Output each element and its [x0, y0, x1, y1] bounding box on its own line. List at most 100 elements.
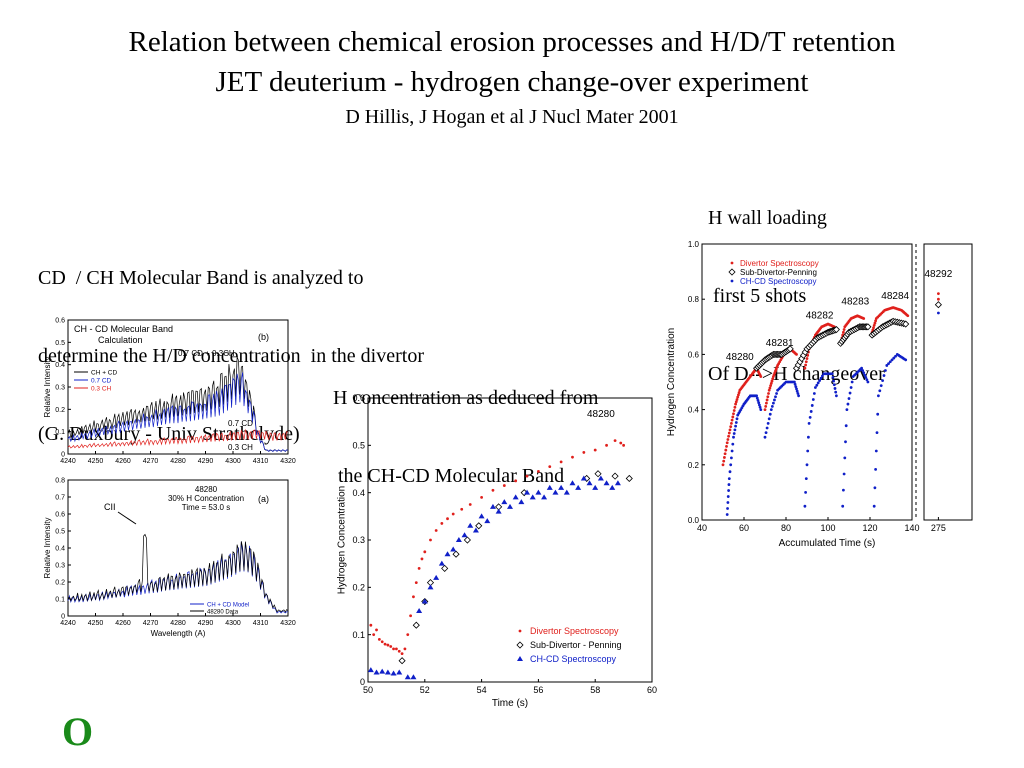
- data-point: [864, 323, 872, 331]
- data-point: [860, 366, 863, 370]
- y-axis-label: Relative Intensity: [43, 357, 52, 418]
- data-point: [427, 584, 434, 590]
- data-point: [818, 379, 821, 383]
- data-point: [392, 647, 395, 651]
- y-tick-label: 0.2: [55, 407, 65, 414]
- data-point: [575, 484, 582, 490]
- data-point: [724, 448, 728, 452]
- data-point: [726, 438, 730, 441]
- data-point: [804, 477, 808, 480]
- y-tick-label: 0.7: [55, 494, 65, 501]
- data-point: [593, 448, 597, 452]
- data-point: [763, 408, 767, 411]
- data-point: [732, 412, 735, 416]
- data-point: [844, 440, 847, 444]
- x-tick-label: 4240: [60, 620, 76, 627]
- spectrum-line: [67, 372, 289, 452]
- data-point: [861, 369, 865, 372]
- data-point: [737, 391, 741, 394]
- data-point: [728, 470, 732, 474]
- data-point: [835, 394, 838, 398]
- y-axis-label: Hydrogen Concentration: [666, 328, 677, 436]
- data-point: [887, 362, 890, 365]
- spectrum-line: [67, 428, 289, 449]
- legend-marker: [730, 261, 734, 265]
- data-point: [594, 470, 602, 478]
- data-point: [446, 517, 449, 521]
- data-point: [472, 527, 479, 533]
- data-point: [412, 621, 420, 629]
- data-point: [455, 537, 462, 542]
- data-point: [495, 508, 502, 514]
- shot-label: 48280: [726, 352, 754, 363]
- x-tick-label: 4300: [225, 620, 241, 627]
- x-tick-label: 140: [904, 523, 919, 533]
- data-point: [569, 480, 576, 486]
- panel-title: 48280: [195, 485, 218, 494]
- y-tick-label: 0.0: [688, 516, 700, 525]
- y-tick-label: 0.6: [55, 511, 65, 518]
- data-point: [775, 392, 778, 395]
- data-point: [846, 402, 850, 406]
- data-point: [758, 405, 762, 409]
- data-point: [769, 381, 773, 385]
- y-tick-label: 0.2: [352, 582, 365, 592]
- data-point: [808, 416, 812, 419]
- data-point: [894, 354, 897, 358]
- data-point: [832, 383, 836, 387]
- data-point: [796, 392, 800, 395]
- y-tick-label: 0.8: [688, 295, 700, 304]
- data-point: [841, 504, 845, 508]
- x-axis-label: Time (s): [492, 698, 528, 709]
- data-point: [756, 399, 760, 402]
- data-point: [803, 366, 807, 370]
- panel-subtitle: 30% H Concentration: [168, 494, 244, 503]
- data-point: [518, 499, 525, 505]
- data-point: [873, 321, 877, 325]
- plot-frame: [701, 243, 913, 521]
- x-tick-label: 4270: [143, 458, 159, 465]
- data-point: [417, 567, 421, 570]
- x-tick-label: 4310: [253, 620, 269, 627]
- data-point: [849, 386, 853, 389]
- data-point: [434, 529, 438, 532]
- data-point: [755, 394, 758, 398]
- data-point: [480, 496, 483, 499]
- spectrum-line: [67, 533, 289, 613]
- data-point: [804, 491, 807, 494]
- data-point: [372, 633, 376, 637]
- data-point: [395, 647, 398, 651]
- x-tick-label: 4310: [253, 458, 269, 465]
- data-point: [552, 489, 559, 495]
- data-point: [765, 398, 769, 402]
- data-point: [768, 386, 772, 390]
- data-point: [757, 401, 761, 405]
- data-point: [730, 449, 734, 453]
- x-tick-label: 120: [862, 523, 877, 533]
- y-tick-label: 0.3: [352, 535, 365, 545]
- y-tick-label: 0.2: [55, 579, 65, 586]
- data-point: [872, 504, 876, 508]
- data-point: [881, 379, 884, 383]
- x-tick-label: 4320: [280, 620, 296, 627]
- data-point: [732, 435, 735, 439]
- data-point: [734, 424, 737, 428]
- data-point: [727, 483, 731, 486]
- data-point: [873, 486, 877, 490]
- data-point: [603, 480, 610, 486]
- data-point: [580, 475, 587, 481]
- data-point: [460, 507, 464, 511]
- data-point: [514, 479, 518, 483]
- legend-label: CH-CD Spectroscopy: [530, 654, 617, 664]
- data-point: [770, 404, 774, 408]
- data-point: [845, 408, 849, 411]
- data-point: [850, 380, 854, 384]
- data-point: [501, 499, 508, 505]
- slide-citation: D Hillis, J Hogan et al J Nucl Mater 200…: [345, 106, 679, 128]
- data-point: [793, 380, 796, 384]
- data-point: [832, 379, 835, 383]
- data-point: [767, 388, 771, 392]
- data-point: [807, 422, 811, 425]
- y-tick-label: 0.4: [55, 545, 65, 552]
- data-point: [884, 369, 887, 372]
